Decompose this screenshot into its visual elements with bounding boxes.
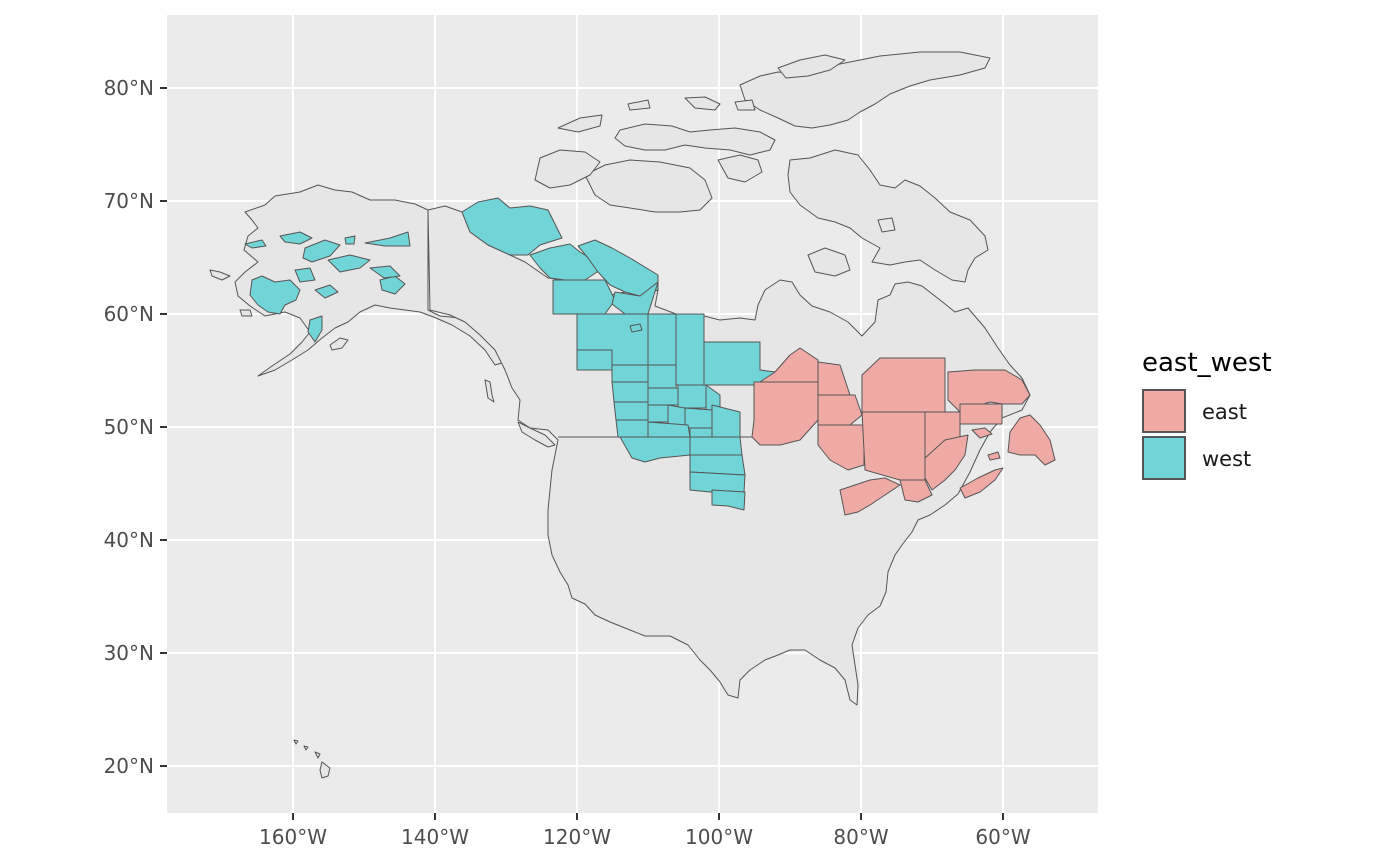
west-lake-winnipeg [629, 323, 643, 333]
west-us-4 [689, 471, 746, 493]
west-prairie-18 [689, 427, 713, 438]
west-alaska-lake-2 [302, 239, 341, 263]
legend: east_west east west [1142, 348, 1272, 480]
legend-title: east_west [1142, 348, 1272, 378]
west-alaska-lake-9 [244, 239, 267, 249]
east-regions [751, 347, 1056, 516]
y-axis-labels: 80°N 70°N 60°N 50°N 40°N 30°N 20°N [104, 76, 154, 778]
east-anticosti [971, 427, 993, 439]
southampton-island [807, 247, 851, 277]
west-prairie-17 [647, 421, 691, 438]
hawaii-oahu [303, 745, 309, 751]
west-prairie-13 [667, 404, 686, 426]
east-labrador [947, 369, 1031, 413]
arctic-island-1 [777, 54, 846, 79]
west-nwt-3 [552, 279, 616, 315]
east-maritimes [924, 434, 969, 491]
hawaii-maui [314, 751, 321, 759]
west-alaska-lake-4 [364, 231, 411, 247]
west-prairie-7 [611, 381, 649, 403]
west-us-5 [711, 489, 746, 511]
west-alaska-lake-3 [327, 254, 371, 273]
west-alaska-lake-10 [369, 265, 401, 279]
legend-swatch-east [1142, 389, 1186, 433]
banks-island [534, 149, 601, 189]
x-tick-label: 60°W [975, 825, 1030, 849]
arctic-island-2 [684, 96, 721, 111]
west-prairie-2 [647, 313, 677, 366]
west-prairie-16 [615, 419, 649, 438]
west-prairie-14 [684, 407, 713, 429]
baffin-island [787, 149, 989, 283]
east-ontario-3 [817, 394, 863, 426]
west-alaska-southwest [249, 275, 301, 315]
west-prairie-12 [647, 404, 669, 423]
x-tick-label: 80°W [833, 825, 888, 849]
x-tick-label: 160°W [259, 825, 327, 849]
y-tick-label: 70°N [104, 189, 154, 213]
x-tick-label: 120°W [543, 825, 611, 849]
aleutian-2 [239, 309, 253, 317]
west-alaska-lake-1 [279, 231, 313, 245]
west-prairie-3 [675, 313, 705, 386]
arctic-island-8 [877, 217, 896, 233]
west-prairie-9 [677, 384, 707, 409]
hawaii-kauai [293, 739, 299, 745]
arctic-island-5 [557, 114, 603, 133]
vancouver-island [517, 421, 556, 448]
arctic-island-6 [614, 123, 776, 156]
west-prairie-4 [576, 349, 613, 371]
legend-label-east: east [1202, 400, 1247, 424]
west-alaska-lake-8 [314, 284, 339, 299]
east-quebec-north [861, 357, 946, 413]
west-alaska-lake-7 [344, 235, 356, 245]
west-alaska-south [307, 315, 323, 343]
east-newfoundland [1007, 414, 1056, 466]
hawaii-big-island [319, 761, 331, 779]
east-pei [987, 451, 1001, 461]
west-yukon-coast [461, 197, 563, 256]
east-new-england [899, 479, 933, 503]
y-tick-label: 30°N [104, 641, 154, 665]
x-axis-labels: 160°W 140°W 120°W 100°W 80°W 60°W [259, 825, 1031, 849]
kodiak-island [329, 337, 349, 351]
aleutian-1 [209, 269, 231, 281]
x-axis-ticks [292, 813, 1004, 820]
y-tick-label: 80°N [104, 76, 154, 100]
arctic-island-4 [734, 99, 756, 111]
west-prairie-6 [647, 364, 677, 389]
y-tick-label: 40°N [104, 528, 154, 552]
east-great-lakes-region [839, 477, 901, 516]
y-tick-label: 60°N [104, 302, 154, 326]
east-quebec-shore [959, 403, 1003, 425]
legend-swatch-west [1142, 436, 1186, 480]
arctic-island-7 [717, 154, 763, 183]
west-alaska-lake-6 [294, 267, 316, 283]
west-prairie-11 [613, 401, 649, 421]
west-prairie-5 [611, 364, 649, 383]
victoria-island [584, 159, 713, 213]
east-nova-scotia [959, 467, 1004, 499]
y-axis-ticks [160, 87, 167, 767]
x-tick-label: 140°W [401, 825, 469, 849]
x-tick-label: 100°W [685, 825, 753, 849]
legend-label-west: west [1202, 447, 1251, 471]
y-tick-label: 20°N [104, 754, 154, 778]
east-quebec-central [861, 411, 926, 481]
west-prairie-8 [647, 387, 679, 406]
west-regions [244, 197, 776, 511]
arctic-island-3 [627, 99, 651, 111]
haida-gwaii [484, 379, 495, 403]
y-tick-label: 50°N [104, 415, 154, 439]
